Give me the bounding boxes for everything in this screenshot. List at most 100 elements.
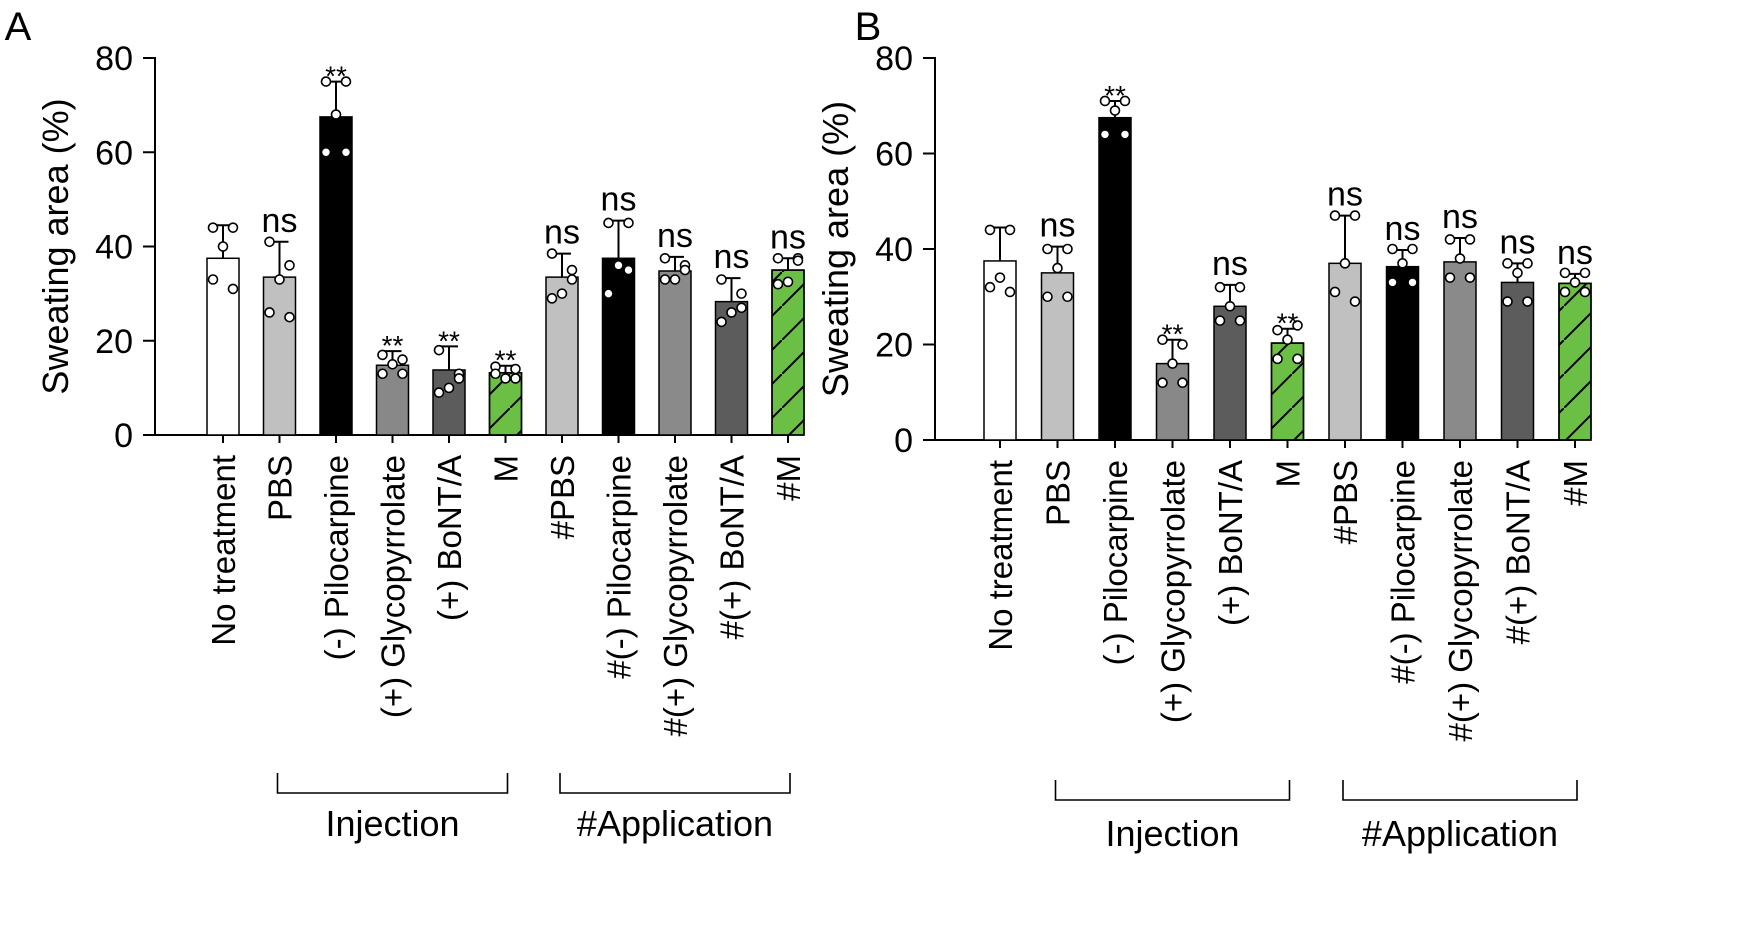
- data-point: [1512, 267, 1523, 279]
- data-point: [227, 283, 239, 295]
- data-point: [1559, 267, 1571, 279]
- y-tick-label: 80: [875, 40, 913, 78]
- data-point: [1349, 210, 1361, 221]
- panel-label: A: [5, 5, 32, 49]
- data-point: [603, 288, 614, 299]
- data-point: [453, 373, 465, 384]
- chart-panel-A: A 0 20 40 60 80 Sweating area (%) No treatment n…: [5, 5, 807, 844]
- x-tick-label: (+) BoNT/A: [1212, 460, 1249, 626]
- bar: [1213, 305, 1247, 441]
- significance-label: ns: [1442, 198, 1478, 236]
- y-tick-label: 60: [95, 134, 133, 172]
- data-point: [284, 311, 295, 323]
- bar-group: ** (+) Glycopyrrolate: [375, 330, 412, 718]
- significance-label: ns: [770, 218, 806, 256]
- y-tick-label: 40: [95, 229, 133, 267]
- data-point: [1099, 95, 1111, 107]
- data-point: [984, 224, 996, 236]
- data-point: [1052, 262, 1063, 274]
- significance-label: ns: [1557, 234, 1593, 272]
- group-label: Injection: [1105, 813, 1239, 854]
- data-point: [623, 217, 634, 229]
- x-tick-label: #PBS: [1327, 460, 1364, 544]
- data-point: [490, 368, 501, 380]
- x-tick-label: #(+) Glycopyrrolate: [657, 455, 694, 737]
- significance-label: **: [1162, 319, 1184, 350]
- data-point: [1119, 95, 1131, 107]
- data-point: [1042, 291, 1053, 303]
- data-point: [669, 274, 681, 285]
- significance-label: ns: [1327, 176, 1363, 214]
- group-bracket: [1054, 780, 1291, 801]
- data-point: [1502, 258, 1513, 269]
- group-label: #Application: [1362, 813, 1558, 854]
- significance-label: ns: [262, 202, 298, 240]
- bar: [1385, 265, 1420, 441]
- x-tick-label: PBS: [262, 455, 299, 521]
- data-point: [433, 344, 445, 356]
- data-point: [207, 222, 219, 233]
- y-tick-label: 20: [875, 327, 913, 365]
- bar: [658, 270, 692, 436]
- chart-panel-B: B 0 20 40 60 80 Sweating area (%) No treatment n…: [815, 5, 1594, 854]
- data-point: [1004, 286, 1016, 298]
- data-point: [284, 260, 295, 271]
- data-point: [330, 109, 342, 120]
- data-point: [1464, 234, 1476, 245]
- significance-label: **: [382, 330, 404, 361]
- data-point: [603, 217, 614, 229]
- data-point: [546, 293, 558, 304]
- data-point: [994, 272, 1006, 283]
- bar-group: ns PBS: [262, 202, 299, 521]
- bar-group: ** M: [488, 345, 525, 483]
- data-point: [397, 368, 408, 380]
- data-point: [433, 387, 445, 398]
- data-point: [340, 76, 352, 87]
- y-tick-label: 20: [95, 323, 133, 361]
- data-point: [1292, 320, 1303, 331]
- significance-label: ns: [1040, 207, 1076, 245]
- data-point: [1272, 324, 1283, 336]
- data-point: [320, 76, 332, 87]
- data-point: [1454, 253, 1466, 264]
- x-tick-label: PBS: [1040, 460, 1077, 526]
- x-tick-label: #(-) Pilocarpine: [1385, 460, 1422, 684]
- bar-group: ns #(+) Glycopyrrolate: [1442, 198, 1479, 741]
- data-point: [1292, 353, 1303, 365]
- group-bracket: [276, 773, 509, 794]
- x-tick-label: (-) Pilocarpine: [1097, 460, 1134, 665]
- data-point: [1272, 353, 1283, 365]
- data-point: [227, 222, 239, 233]
- data-point: [566, 274, 578, 285]
- bar-group: ns #(-) Pilocarpine: [1385, 210, 1422, 684]
- data-point: [1167, 358, 1178, 369]
- data-point: [726, 307, 737, 318]
- data-point: [340, 146, 352, 158]
- bar: [1098, 116, 1132, 441]
- data-point: [1502, 296, 1513, 307]
- x-tick-label: #M: [770, 455, 807, 501]
- x-tick-label: (-) Pilocarpine: [318, 455, 355, 660]
- x-tick-label: (+) Glycopyrrolate: [1155, 460, 1192, 723]
- x-tick-label: #(+) BoNT/A: [714, 455, 751, 639]
- data-point: [1329, 210, 1341, 221]
- data-point: [772, 252, 784, 264]
- data-point: [792, 255, 804, 266]
- y-tick-label: 0: [894, 422, 913, 460]
- bar-group: No treatment: [205, 222, 242, 646]
- data-point: [566, 264, 578, 276]
- data-point: [387, 359, 398, 370]
- data-point: [1157, 334, 1168, 346]
- bar-hatch: [1558, 282, 1592, 441]
- data-point: [377, 368, 388, 380]
- bar-group: No treatment: [982, 224, 1019, 651]
- y-tick-label: 0: [114, 417, 133, 455]
- significance-label: ns: [714, 238, 750, 276]
- y-axis-label: Sweating area (%): [815, 101, 856, 397]
- bar-group: ns PBS: [1040, 207, 1077, 526]
- data-point: [1559, 286, 1571, 298]
- significance-label: **: [495, 345, 517, 376]
- significance-label: ns: [1385, 210, 1421, 248]
- x-tick-label: M: [488, 455, 525, 483]
- data-point: [1004, 224, 1016, 236]
